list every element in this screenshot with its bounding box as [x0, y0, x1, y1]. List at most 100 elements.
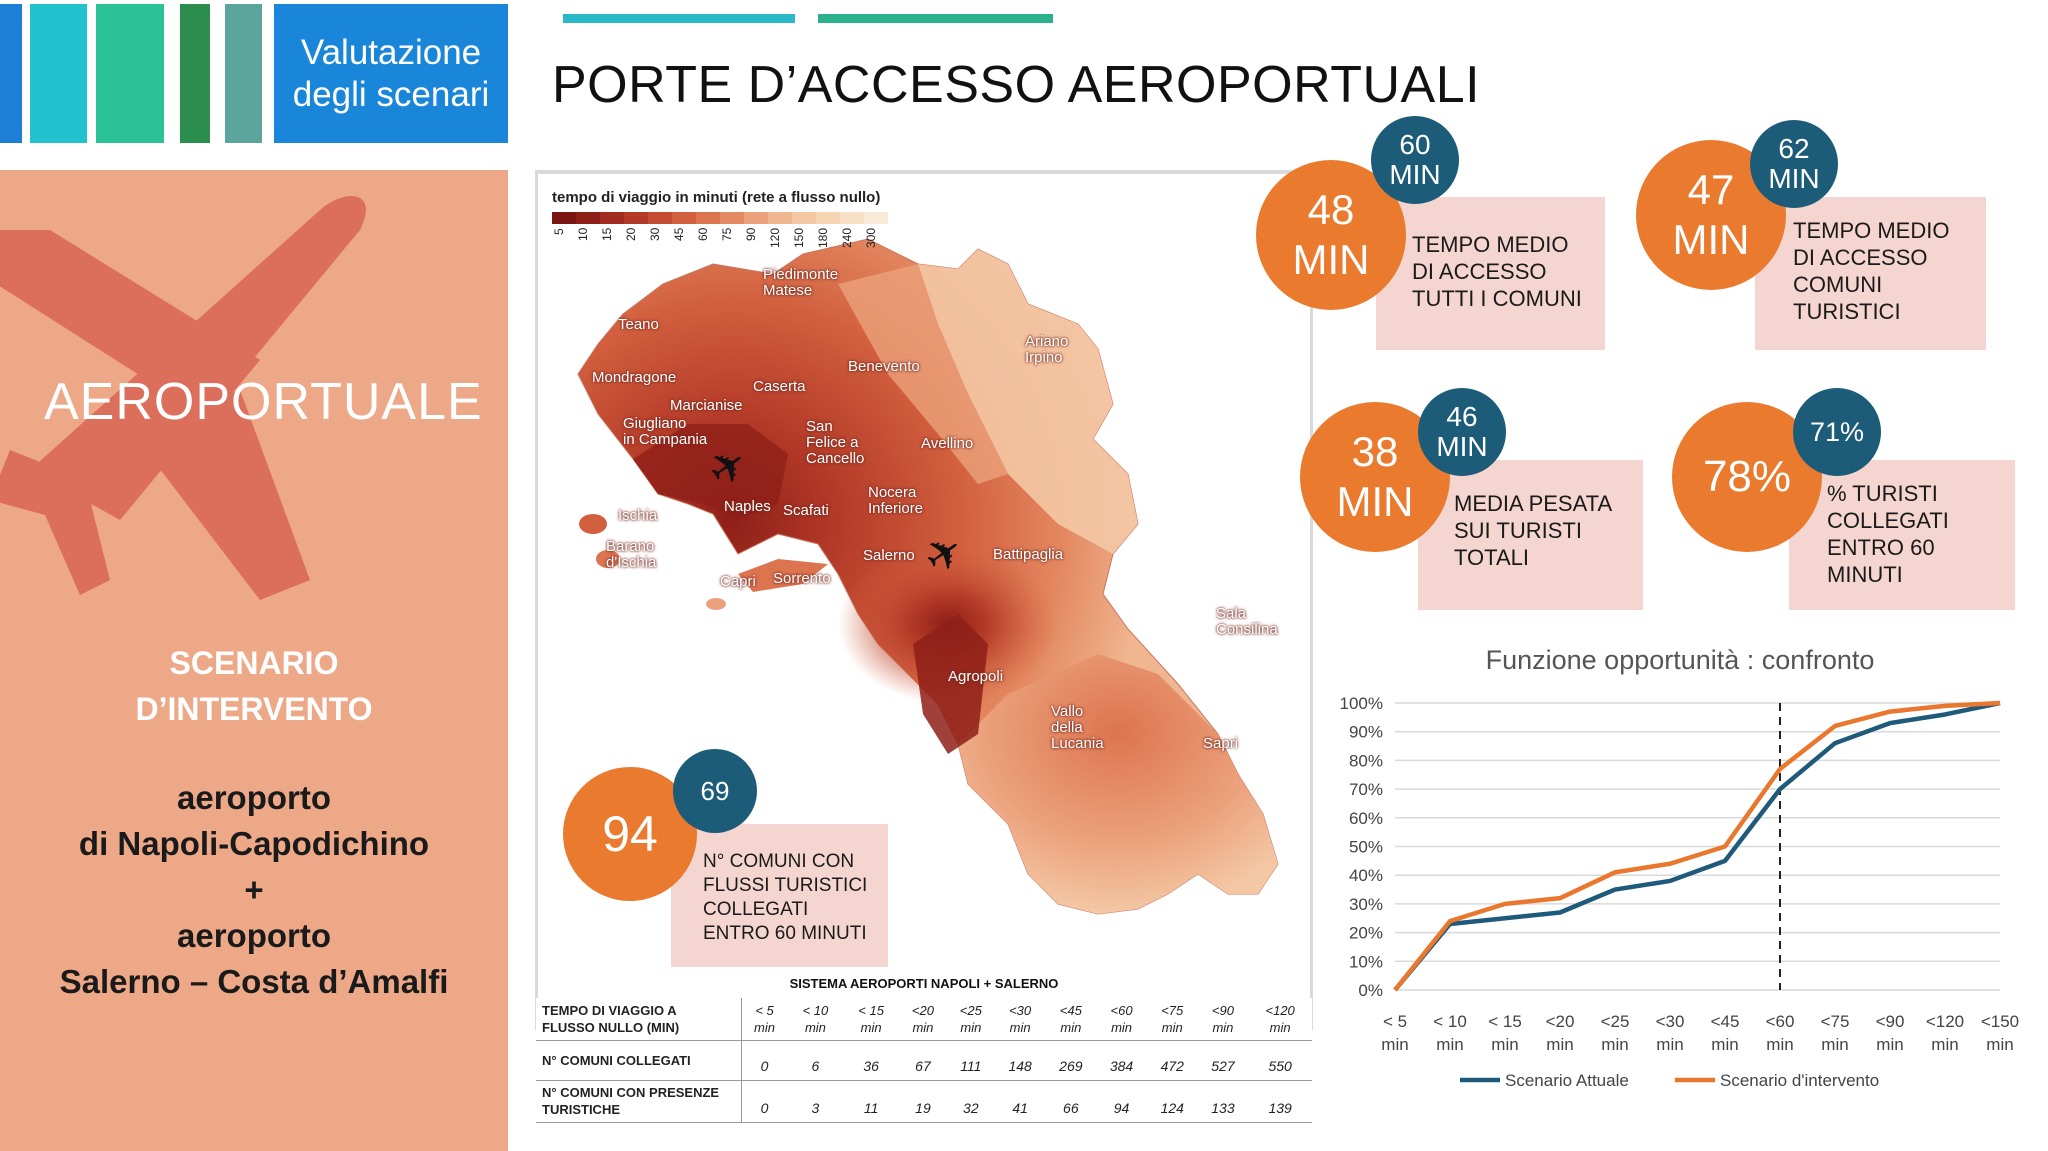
- airplane-icon: [0, 196, 366, 600]
- legend-swatch: [816, 212, 840, 224]
- campania-map: [577, 238, 1279, 915]
- chart-x-tick-label: <75: [1821, 1012, 1850, 1031]
- table-column-header: <75 min: [1146, 998, 1198, 1041]
- map-kpi-badge: 69: [673, 749, 757, 833]
- table-row-label: N° COMUNI COLLEGATI: [536, 1040, 742, 1081]
- city-avellino: Avellino: [921, 435, 974, 452]
- page-title: PORTE D’ACCESSO AEROPORTUALI: [552, 56, 1481, 114]
- kpi-label-tourist: TEMPO MEDIO DI ACCESSO COMUNI TURISTICI: [1755, 197, 1986, 350]
- city-ariano: Ariano Irpino: [1025, 333, 1069, 366]
- legend-tick: 5: [552, 228, 566, 235]
- chart-legend-label: Scenario Attuale: [1505, 1071, 1629, 1090]
- chart-x-tick-label: < 15: [1488, 1012, 1522, 1031]
- legend-tick: 30: [648, 228, 662, 242]
- legend-tick: 180: [816, 228, 830, 249]
- table-cell: 133: [1197, 1080, 1249, 1123]
- chart-y-tick-label: 100%: [1340, 694, 1383, 713]
- scenario-label: SCENARIO D’INTERVENTO: [135, 645, 373, 727]
- left-panel: AEROPORTUALE SCENARIO D’INTERVENTO aerop…: [0, 170, 508, 1151]
- legend-swatch: [840, 212, 864, 224]
- legend-tick: 120: [768, 228, 782, 249]
- table-column-header: <30 min: [994, 998, 1046, 1041]
- header-color-bar-blue: [0, 4, 22, 143]
- legend-tick: 150: [792, 228, 806, 249]
- chart-series-line-attuale: [1393, 700, 2001, 992]
- table-cell: 111: [946, 1040, 995, 1081]
- table-cell: 11: [843, 1080, 899, 1123]
- table-cell: 6: [787, 1040, 844, 1081]
- legend-swatches: [552, 212, 888, 224]
- chart-x-tick-label: < 10: [1433, 1012, 1467, 1031]
- city-piedimonte: Piedimonte Matese: [763, 266, 839, 299]
- city-giugliano: Giugliano in Campania: [623, 415, 708, 448]
- legend-swatch: [624, 212, 648, 224]
- legend-tick: 15: [600, 228, 614, 242]
- chart-y-tick-label: 70%: [1349, 780, 1383, 799]
- table-column-header: <25 min: [946, 998, 995, 1041]
- legend-swatch: [552, 212, 576, 224]
- chart-title: Funzione opportunità : confronto: [1485, 645, 1875, 675]
- table-cell: 472: [1146, 1040, 1198, 1081]
- kpi-label-share: % TURISTI COLLEGATI ENTRO 60 MINUTI: [1789, 460, 2015, 610]
- legend-swatch: [696, 212, 720, 224]
- legend-swatch: [792, 212, 816, 224]
- chart-x-tick-label: min: [1766, 1035, 1793, 1054]
- city-benevento: Benevento: [848, 358, 920, 375]
- table-cell: 32: [946, 1080, 995, 1123]
- chart-x-tick-label: <60: [1766, 1012, 1795, 1031]
- chart-x-tick-label: <150: [1981, 1012, 2019, 1031]
- chart-x-tick-label: < 5: [1383, 1012, 1407, 1031]
- chart-y-tick-label: 90%: [1349, 723, 1383, 742]
- chart-x-tick-label: min: [1601, 1035, 1628, 1054]
- chart-legend-label: Scenario d'intervento: [1720, 1071, 1879, 1090]
- table-cell: 66: [1045, 1080, 1097, 1123]
- city-scafati: Scafati: [783, 502, 829, 519]
- kpi-badge-tourist: 62 MIN: [1750, 120, 1838, 208]
- chart-y-tick-label: 20%: [1349, 924, 1383, 943]
- legend-tick: 240: [840, 228, 854, 249]
- city-naples: Naples: [724, 498, 771, 515]
- chart-x-tick-label: <45: [1711, 1012, 1740, 1031]
- chart-x-tick-label: <30: [1656, 1012, 1685, 1031]
- chart-x-tick-label: <25: [1601, 1012, 1630, 1031]
- legend-tick: 45: [672, 228, 686, 242]
- table-column-header: <90 min: [1197, 998, 1249, 1041]
- map-kpi-label: N° COMUNI CON FLUSSI TURISTICI COLLEGATI…: [671, 824, 888, 967]
- table-column-header: < 5 min: [741, 998, 788, 1041]
- legend-swatch: [744, 212, 768, 224]
- chart-x-tick-label: min: [1986, 1035, 2013, 1054]
- chart-x-tick-label: min: [1546, 1035, 1573, 1054]
- chart-series-line-intervento: [1393, 700, 2001, 992]
- table-cell: 124: [1146, 1080, 1198, 1123]
- table-caption: SISTEMA AEROPORTI NAPOLI + SALERNO: [789, 976, 1059, 991]
- kpi-label-weighted: MEDIA PESATA SUI TURISTI TOTALI: [1418, 460, 1643, 610]
- chart-x-tick-label: min: [1436, 1035, 1463, 1054]
- kpi-badge-all: 60 MIN: [1371, 116, 1459, 204]
- table-cell: 3: [787, 1080, 844, 1123]
- chart-x-tick-label: min: [1931, 1035, 1958, 1054]
- chart-x-tick-label: <120: [1926, 1012, 1964, 1031]
- city-agropoli: Agropoli: [948, 668, 1004, 685]
- legend-swatch: [600, 212, 624, 224]
- legend-swatch: [768, 212, 792, 224]
- city-caserta: Caserta: [753, 378, 806, 395]
- header-color-bar-teal: [225, 4, 262, 143]
- table-cell: 269: [1045, 1040, 1097, 1081]
- table-column-header: <20 min: [899, 998, 947, 1041]
- kpi-badge-weighted: 46 MIN: [1418, 388, 1506, 476]
- title-accent-cyan: [563, 14, 795, 23]
- airports-label: aeroporto di Napoli-Capodichino + aeropo…: [59, 779, 449, 1000]
- table-cell: 384: [1096, 1040, 1147, 1081]
- opportunity-function-chart: 0% 10% 20% 30% 40% 50% 60% 70% 80% 90% 100% < 5 min <…: [1340, 694, 2020, 1090]
- legend-swatch: [672, 212, 696, 224]
- table-cell: 36: [843, 1040, 899, 1081]
- city-teano: Teano: [618, 316, 659, 333]
- city-nocera: Nocera Inferiore: [868, 484, 924, 517]
- table-cell: 94: [1096, 1080, 1147, 1123]
- table-cell: 550: [1248, 1040, 1312, 1081]
- legend-tick: 60: [696, 228, 710, 242]
- section-tab[interactable]: Valutazione degli scenari: [274, 4, 508, 143]
- city-sanfelice: San Felice a Cancello: [806, 418, 865, 467]
- chart-x-tick-label: min: [1711, 1035, 1738, 1054]
- legend-swatch: [576, 212, 600, 224]
